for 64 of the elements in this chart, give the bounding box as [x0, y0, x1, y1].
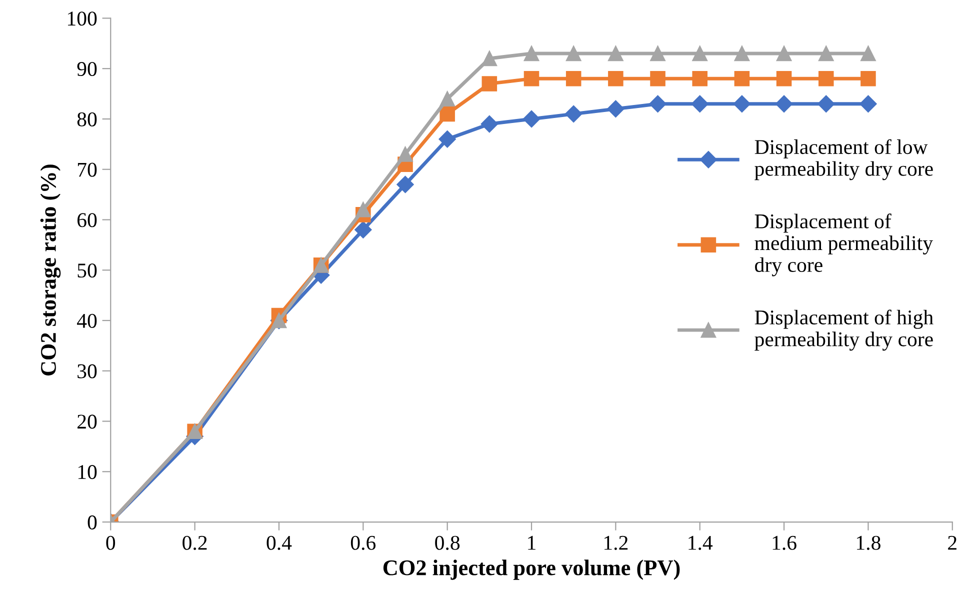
point: [775, 95, 793, 112]
y-tick-label: 50: [78, 263, 97, 278]
point: [608, 71, 624, 86]
point: [818, 95, 835, 112]
x-tick-label: 1.4: [688, 536, 713, 550]
x-tick-label: 1.8: [857, 536, 880, 550]
point: [650, 71, 666, 86]
point: [607, 100, 624, 118]
y-tick-label: 90: [77, 62, 97, 76]
point: [565, 105, 582, 122]
x-tick-label: 1: [528, 536, 536, 550]
point: [480, 115, 498, 133]
y-axis-title: CO2 storage ratio (%): [40, 164, 61, 376]
point: [440, 106, 455, 122]
x-tick-label: 0.6: [350, 536, 376, 550]
y-tick-label: 100: [68, 12, 97, 26]
point: [691, 95, 708, 112]
point: [440, 91, 455, 106]
legend-label: Displacement of medium permeability dry core: [754, 214, 933, 276]
point: [398, 146, 413, 162]
legend-label: Displacement of low permeability dry core: [754, 139, 933, 180]
point: [860, 95, 877, 112]
point: [566, 46, 582, 62]
y-tick-label: 70: [78, 162, 97, 177]
y-tick-label: 60: [77, 213, 97, 228]
point: [482, 76, 498, 92]
point: [818, 46, 834, 62]
point: [776, 46, 792, 62]
y-tick-label: 40: [77, 314, 97, 328]
point: [860, 46, 876, 62]
x-axis-title: CO2 injected pore volume (PV): [383, 560, 680, 580]
x-tick-label: 0.8: [435, 536, 460, 550]
point: [524, 71, 540, 86]
x-tick-label: 0: [106, 536, 116, 550]
point: [692, 46, 708, 62]
y-tick-label: 0: [88, 515, 97, 530]
y-tick-label: 20: [78, 414, 97, 429]
point: [734, 46, 750, 62]
point: [354, 221, 372, 238]
point: [608, 46, 624, 62]
x-tick-label: 1.2: [604, 536, 628, 550]
point: [650, 46, 666, 62]
point: [860, 71, 876, 86]
point: [396, 176, 414, 194]
point: [482, 50, 498, 66]
legend-label: Displacement of high permeability dry core: [754, 310, 934, 351]
y-tick-label: 80: [77, 112, 97, 126]
point: [566, 71, 582, 86]
point: [692, 71, 708, 86]
point: [356, 202, 371, 218]
x-tick-label: 2: [948, 536, 956, 550]
x-tick-label: 0.4: [266, 536, 292, 550]
point: [438, 130, 456, 148]
point: [649, 95, 666, 112]
y-tick-label: 30: [78, 364, 97, 378]
point: [522, 110, 540, 128]
point: [734, 71, 750, 86]
point: [818, 71, 834, 86]
point: [776, 71, 792, 86]
point: [524, 46, 540, 62]
x-tick-label: 1.6: [772, 536, 796, 550]
y-tick-label: 10: [78, 465, 97, 480]
x-tick-label: 0.2: [182, 536, 207, 550]
point: [733, 95, 750, 112]
